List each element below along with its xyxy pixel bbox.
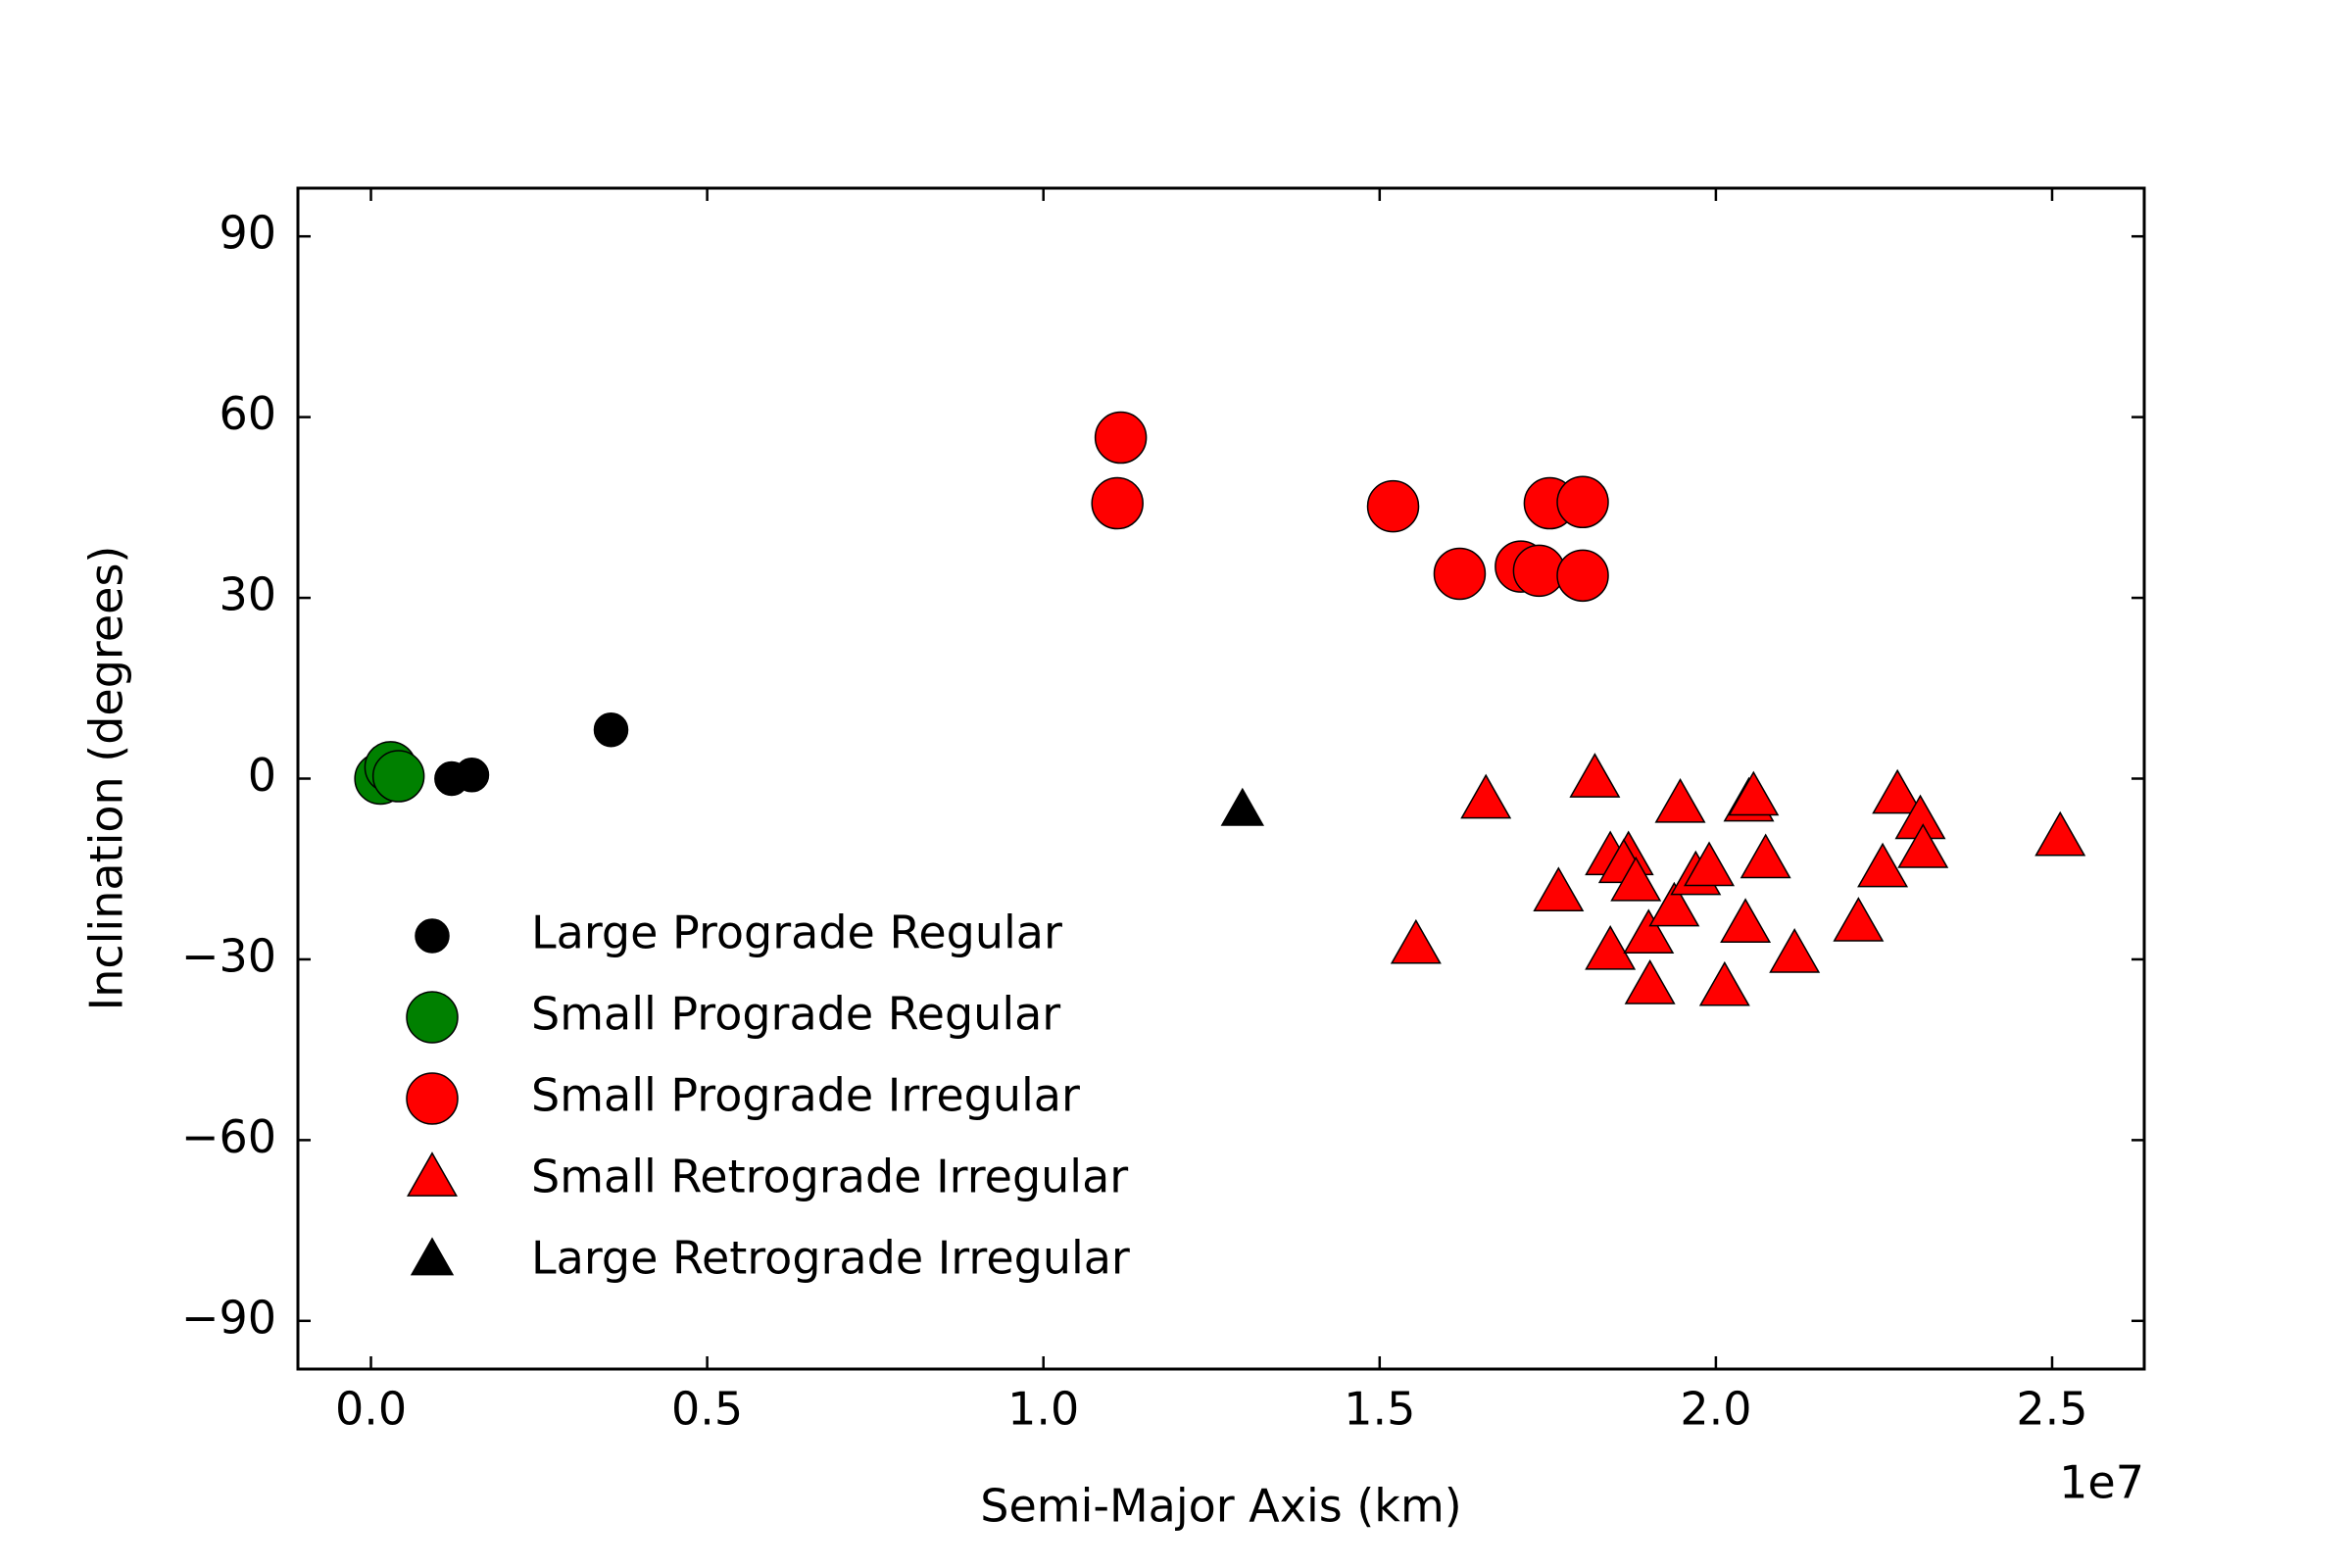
legend-marker [407,1152,458,1197]
y-tick-label: −90 [181,1291,276,1344]
triangle-marker [1698,960,1750,1006]
x-tick-label: 1.0 [1007,1383,1079,1436]
legend-label: Small Retrograde Irregular [531,1151,1128,1203]
x-tick-label: 0.5 [671,1383,743,1436]
triangle-marker [1569,753,1621,798]
x-tick-label: 2.0 [1680,1383,1751,1436]
circle-marker [1091,476,1144,530]
legend-label: Small Prograde Regular [531,988,1060,1041]
legend-marker [415,918,450,954]
triangle-marker [1648,881,1700,927]
triangle-marker [1720,898,1772,943]
plot-frame [296,186,2146,1371]
y-tick-label: 0 [248,749,276,802]
triangle-marker [1684,841,1736,887]
legend-marker [406,991,459,1044]
circle-marker [454,758,490,793]
triangle-marker [1460,773,1512,819]
y-tick-label: 60 [219,387,276,440]
y-axis-label: Inclination (degrees) [80,546,133,1011]
circle-marker [593,711,629,748]
circle-marker [1433,547,1487,601]
y-tick-label: −60 [181,1110,276,1163]
legend-label: Large Prograde Regular [531,906,1062,959]
circle-marker [1556,549,1609,603]
triangle-marker [1897,823,1949,868]
triangle-marker [2034,810,2086,857]
triangle-marker [1872,768,1924,814]
y-tick-label: 90 [219,207,276,260]
triangle-marker [1728,770,1780,816]
circle-marker [1556,475,1609,529]
triangle-marker [1740,833,1791,879]
triangle-marker [1533,866,1585,912]
triangle-marker [1857,842,1909,888]
triangle-marker [1585,924,1637,970]
legend-marker [406,1072,459,1125]
legend-label: Large Retrograde Irregular [531,1232,1130,1285]
circle-marker [1512,544,1566,598]
triangle-marker [1769,928,1821,973]
triangle-marker [1833,897,1885,942]
triangle-marker [1610,856,1662,902]
legend-marker [410,1237,455,1276]
triangle-marker [1624,959,1676,1004]
x-tick-label: 2.5 [2016,1383,2087,1436]
y-tick-label: −30 [181,929,276,982]
x-offset-label: 1e7 [2059,1456,2144,1509]
circle-marker [1366,479,1420,533]
triangle-marker [1654,777,1706,823]
triangle-marker [1623,908,1675,955]
x-tick-label: 1.5 [1344,1383,1415,1436]
triangle-marker [1390,918,1442,964]
x-tick-label: 0.0 [335,1383,407,1436]
legend-label: Small Prograde Irregular [531,1069,1080,1122]
y-tick-label: 30 [219,568,276,621]
circle-marker [371,750,425,803]
x-axis-label: Semi-Major Axis (km) [980,1480,1461,1533]
triangle-marker [1220,787,1265,826]
circle-marker [1094,411,1148,465]
